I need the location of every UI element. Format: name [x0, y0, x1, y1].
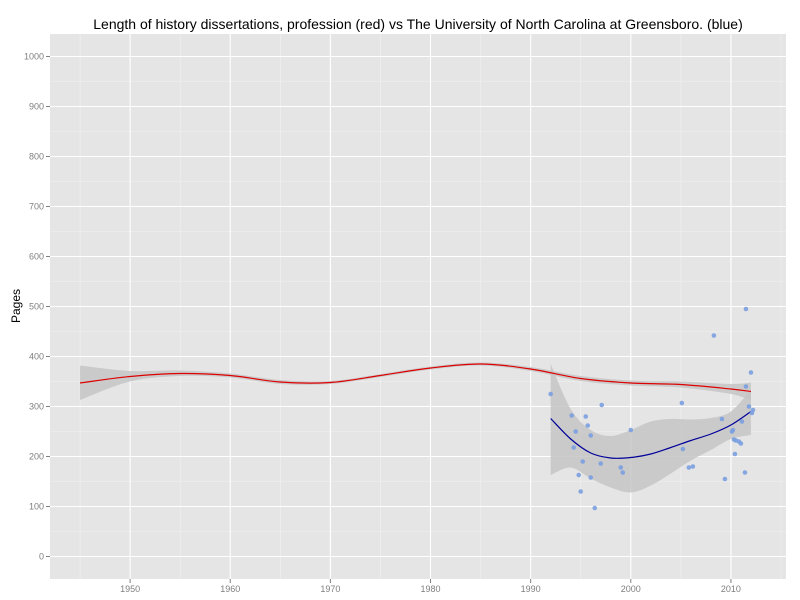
- data-point: [746, 404, 752, 409]
- y-tick-label: 400: [29, 352, 44, 362]
- x-tick-label: 2000: [621, 584, 641, 594]
- data-point: [569, 413, 575, 418]
- data-point: [571, 445, 577, 450]
- data-point: [690, 464, 696, 469]
- data-point: [679, 400, 685, 406]
- trend-lines: [79, 363, 752, 459]
- data-point: [576, 472, 582, 478]
- confidence-band-blue: [550, 364, 751, 493]
- y-tick-label: 0: [39, 552, 44, 562]
- data-point: [743, 384, 749, 389]
- data-point: [578, 489, 584, 494]
- x-tick-label: 1960: [220, 584, 240, 594]
- data-point: [583, 414, 589, 419]
- data-point: [599, 402, 605, 408]
- x-tick-label: 1950: [120, 584, 140, 594]
- data-point: [585, 423, 591, 428]
- trend-line-blue: [550, 411, 752, 459]
- data-point: [548, 391, 553, 397]
- y-tick-label: 300: [29, 402, 44, 412]
- y-tick-label: 200: [29, 452, 44, 462]
- data-point: [680, 446, 686, 452]
- data-point: [742, 470, 748, 475]
- data-point: [711, 333, 717, 338]
- y-axis-label: Pages: [9, 289, 23, 323]
- y-tick-label: 600: [29, 252, 44, 262]
- data-point: [628, 427, 634, 433]
- trend-line-red: [79, 363, 752, 393]
- y-axis-ticks: 0 100 200 300 400 500 600 700 800 900 1000: [24, 52, 50, 562]
- data-point: [686, 465, 692, 470]
- y-tick-label: 100: [29, 502, 44, 512]
- y-tick-label: 1000: [24, 52, 44, 62]
- x-tick-label: 2010: [721, 584, 741, 594]
- x-axis-ticks: 1950 1960 1970 1980 1990 2000 2010: [120, 579, 741, 594]
- data-points: [548, 306, 756, 511]
- chart-title: Length of history dissertations, profess…: [93, 16, 742, 32]
- data-point: [743, 306, 749, 312]
- data-point: [750, 407, 756, 413]
- y-tick-label: 900: [29, 102, 44, 112]
- major-gridlines: [50, 34, 786, 579]
- data-point: [620, 470, 626, 475]
- x-tick-label: 1980: [421, 584, 441, 594]
- y-tick-label: 700: [29, 202, 44, 212]
- data-point: [738, 441, 744, 446]
- data-point: [722, 476, 728, 482]
- y-tick-label: 500: [29, 302, 44, 312]
- data-point: [730, 427, 736, 433]
- data-point: [719, 416, 725, 422]
- data-point: [588, 433, 594, 438]
- y-tick-label: 800: [29, 152, 44, 162]
- data-point: [618, 465, 624, 470]
- data-point: [748, 370, 754, 375]
- x-tick-label: 1970: [320, 584, 340, 594]
- data-point: [598, 461, 604, 466]
- data-point: [573, 429, 579, 434]
- data-point: [592, 505, 598, 511]
- data-point: [588, 475, 594, 480]
- data-point: [732, 451, 738, 457]
- data-point: [739, 419, 745, 424]
- data-point: [580, 459, 586, 464]
- x-tick-label: 1990: [521, 584, 541, 594]
